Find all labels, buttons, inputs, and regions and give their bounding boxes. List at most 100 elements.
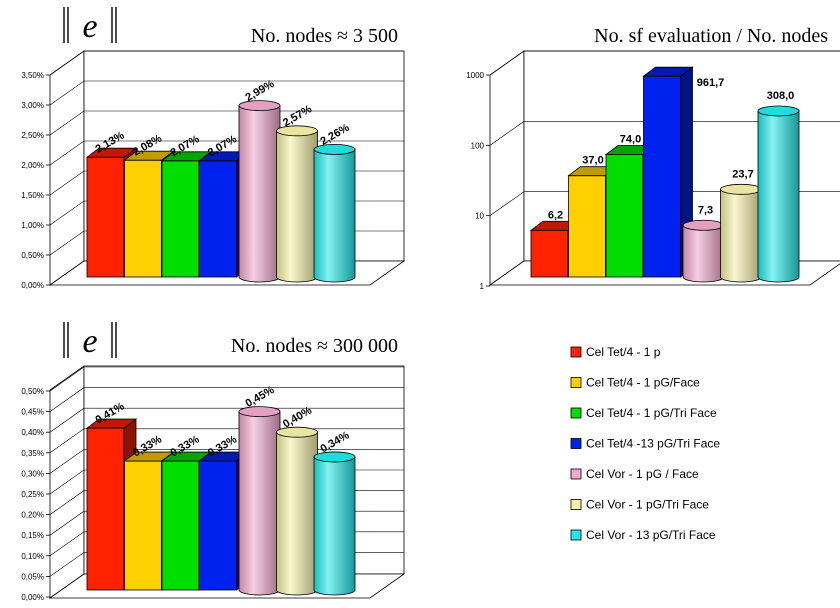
cylinder-body — [238, 411, 281, 596]
cylinder-bar — [313, 451, 356, 596]
data-label: 74,0 — [620, 134, 641, 146]
tick-label: 2,50% — [21, 131, 44, 140]
tick-label: 0,50% — [21, 251, 44, 260]
legend: Cel Tet/4 - 1 p Cel Tet/4 - 1 pG/Face Cel … — [570, 345, 720, 542]
bar-front — [161, 160, 200, 278]
bar-front — [124, 159, 162, 278]
tick-label: 3,00% — [21, 101, 44, 110]
tick-label: 100 — [471, 141, 485, 150]
cylinder-bar — [276, 125, 318, 283]
chart-error-3500: 0,00% 0,50% 1,00% 1,50% 2,00% 2,50% 3,00% 3,50%… — [21, 7, 406, 290]
legend-label: Cel Tet/4 - 1 pG/Face — [586, 376, 700, 390]
legend-item: Cel Vor - 1 pG / Face — [570, 467, 699, 481]
legend-label: Cel Tet/4 - 1 p — [586, 345, 661, 359]
cylinder-bar — [276, 426, 318, 596]
gridline — [49, 80, 404, 106]
data-label: 37,0 — [582, 155, 603, 167]
cylinder-body — [276, 130, 318, 283]
cylinder-top — [682, 219, 725, 231]
chart-title: No. nodes ≈ 3 500 — [251, 25, 398, 47]
tick-label: 1000 — [466, 71, 484, 80]
data-label: 7,3 — [698, 204, 713, 216]
legend-label: Cel Vor - 1 pG / Face — [586, 467, 699, 481]
cylinder-body — [313, 456, 356, 596]
norm-letter: e — [82, 8, 97, 45]
gridline — [49, 366, 404, 392]
legend-label: Cel Tet/4 -13 pG/Tri Face — [586, 437, 720, 451]
legend-swatch — [570, 468, 582, 480]
bar-front — [605, 154, 644, 278]
cylinder-bar — [682, 219, 725, 283]
cylinder-top — [313, 143, 356, 155]
legend-item: Cel Tet/4 - 1 pG/Face — [570, 376, 700, 390]
cylinder-body — [682, 224, 725, 283]
tick-label: 0,20% — [21, 511, 44, 520]
tick-label: 0,25% — [21, 490, 44, 499]
cylinder-top — [276, 125, 318, 137]
tick-label: 0,15% — [21, 531, 44, 540]
cylinder-top — [720, 183, 762, 195]
data-label: 961,7 — [697, 77, 725, 89]
side-wall — [489, 50, 525, 286]
cylinder-top — [276, 426, 318, 438]
cylinder-top — [238, 100, 281, 111]
data-label: 23,7 — [732, 168, 753, 180]
bar-front — [161, 460, 200, 591]
bar-front — [643, 75, 681, 278]
bar-top — [642, 66, 694, 77]
tick-label: 10 — [475, 212, 484, 221]
gridline — [489, 50, 840, 76]
gridline — [489, 121, 840, 146]
bar-top — [123, 150, 175, 161]
norm-symbol: e — [63, 7, 117, 45]
chart-error-300000: 0,00% 0,05% 0,10% 0,15% 0,20% 0,25% 0,30% 0,35%… — [21, 322, 406, 602]
side-wall — [49, 50, 85, 286]
tick-label: 0,10% — [21, 552, 44, 561]
tick-label: 0,45% — [21, 408, 44, 417]
cylinder-top — [238, 406, 281, 418]
bar-front — [530, 229, 569, 278]
legend-swatch — [570, 346, 582, 358]
bar-front — [86, 156, 125, 278]
tick-label: 0,40% — [21, 428, 44, 437]
cylinder-bar — [238, 100, 281, 283]
tick-label: 1,50% — [21, 191, 44, 200]
gridline — [49, 407, 404, 433]
tick-label: 3,50% — [21, 71, 44, 80]
bar-top — [85, 147, 138, 158]
cylinder-body — [720, 188, 762, 283]
tick-label: 1 — [480, 282, 485, 291]
norm-letter: e — [82, 323, 97, 360]
legend-swatch — [570, 407, 582, 419]
cylinder-bar — [313, 143, 356, 283]
tick-label: 0,00% — [21, 281, 44, 290]
tick-label: 0,50% — [21, 387, 44, 396]
legend-swatch — [570, 529, 582, 541]
tick-label: 0,05% — [21, 572, 44, 581]
cylinder-body — [313, 149, 356, 283]
tick-label: 0,35% — [21, 449, 44, 458]
data-label: 6,2 — [548, 209, 563, 221]
legend-swatch — [570, 499, 582, 510]
legend-label: Cel Vor - 1 pG/Tri Face — [586, 498, 709, 512]
bar-front — [86, 427, 125, 591]
bar-front — [199, 160, 237, 278]
tick-label: 0,30% — [21, 469, 44, 478]
bar-front — [124, 460, 162, 591]
tick-label: 0,00% — [21, 593, 44, 602]
cylinder-body — [757, 110, 800, 283]
tick-label: 1,00% — [21, 221, 44, 230]
bar-front — [568, 175, 606, 278]
tick-label: 2,00% — [21, 161, 44, 170]
cylinder-bar — [720, 183, 762, 283]
legend-item: Cel Tet/4 - 1 p — [570, 345, 661, 359]
gridline — [49, 110, 404, 136]
cylinder-top — [757, 105, 800, 117]
legend-item: Cel Tet/4 -13 pG/Tri Face — [570, 437, 720, 451]
legend-item: Cel Tet/4 - 1 pG/Tri Face — [570, 406, 717, 420]
cylinder-top — [313, 451, 356, 463]
bar-top — [85, 418, 138, 429]
data-label: 308,0 — [767, 90, 795, 102]
cylinder-body — [276, 431, 318, 596]
